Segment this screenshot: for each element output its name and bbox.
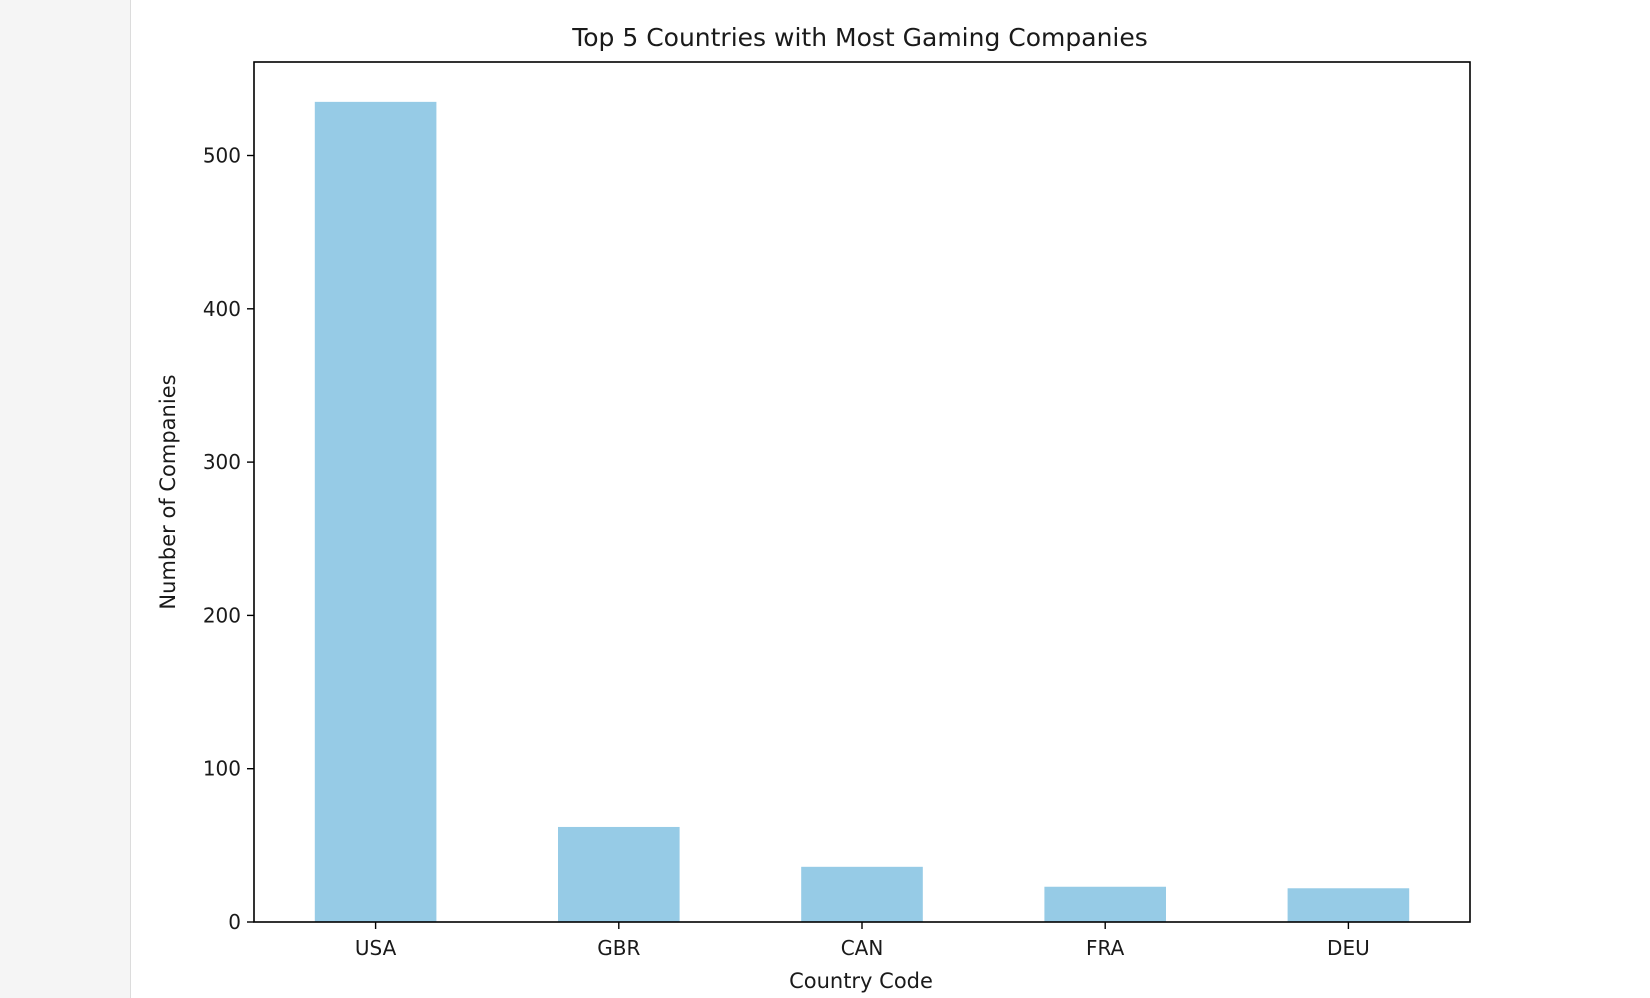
y-tick-label: 0: [228, 910, 241, 934]
bar-can: [801, 866, 923, 922]
bar-usa: [314, 101, 437, 922]
y-tick-label: 100: [203, 757, 241, 781]
bar-chart: Top 5 Countries with Most Gaming Compani…: [156, 23, 1471, 993]
y-tick-label: 500: [203, 144, 241, 168]
bar-deu: [1287, 888, 1410, 922]
chart-output-area: Top 5 Countries with Most Gaming Compani…: [132, 0, 1650, 998]
y-tick-label: 200: [203, 603, 241, 627]
y-tick-label: 400: [203, 297, 241, 321]
y-axis-title: Number of Companies: [156, 374, 180, 609]
plot-frame: [253, 61, 1471, 923]
x-tick-label: CAN: [841, 936, 884, 960]
notebook-gutter: [0, 0, 131, 998]
x-tick-label: DEU: [1327, 936, 1370, 960]
bar-gbr: [558, 826, 680, 922]
x-tick-label: GBR: [597, 936, 640, 960]
x-tick-label: FRA: [1086, 936, 1125, 960]
y-tick-label: 300: [203, 450, 241, 474]
y-axis-ticks: 0 100 200 300 400 500: [203, 144, 254, 934]
bar-fra: [1044, 886, 1166, 922]
x-axis-ticks: USA GBR CAN FRA DEU: [355, 922, 1370, 960]
chart-title: Top 5 Countries with Most Gaming Compani…: [571, 23, 1148, 52]
x-tick-label: USA: [355, 936, 397, 960]
x-axis-title: Country Code: [789, 969, 933, 993]
bars-group: [314, 101, 1410, 922]
